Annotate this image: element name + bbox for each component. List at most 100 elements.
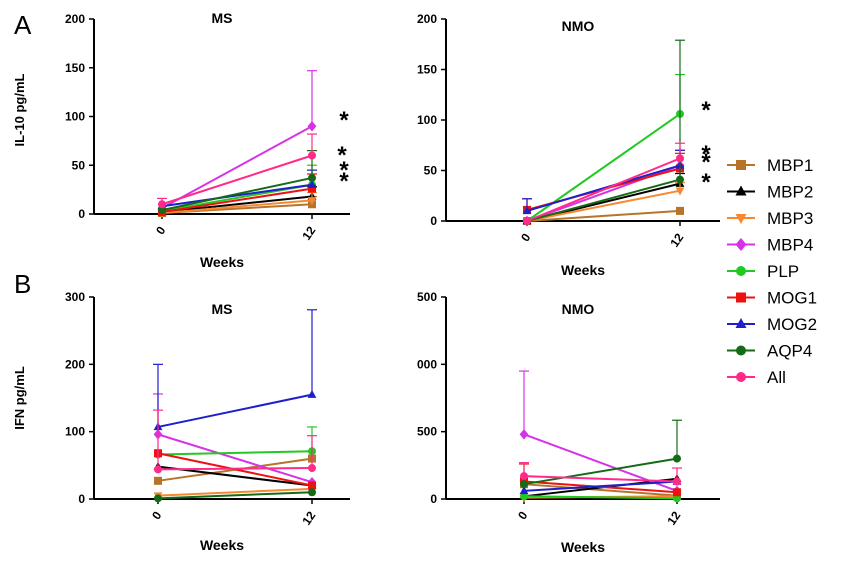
legend: MBP1 MBP2 MBP3 MBP4 PLP MOG1 MOG2 AQP4 All <box>727 156 817 387</box>
legend-label: MBP3 <box>767 209 813 228</box>
data-point <box>676 175 684 184</box>
series-plp <box>520 492 681 503</box>
x-tick-label: 12 <box>667 230 686 249</box>
data-point <box>522 206 532 215</box>
legend-marker <box>736 292 746 303</box>
legend-item-mog1: MOG1 <box>727 289 817 308</box>
series-line <box>161 187 313 214</box>
legend-marker <box>736 160 746 170</box>
data-point <box>308 481 316 490</box>
series-line <box>523 483 678 497</box>
legend-label: MBP2 <box>767 183 813 202</box>
data-point <box>308 184 316 193</box>
legend-item-mbp1: MBP1 <box>727 156 813 175</box>
y-tick-label: 200 <box>65 357 85 371</box>
data-point <box>523 217 531 225</box>
significance-star: * <box>337 142 347 169</box>
y-tick-label: 0 <box>78 492 85 506</box>
series-line <box>157 487 313 497</box>
series-line <box>526 209 681 222</box>
series-line <box>161 195 313 214</box>
data-point <box>307 197 317 206</box>
x-tick-label: 12 <box>664 508 683 527</box>
series-line <box>161 183 313 208</box>
y-axis-label: IL-10 pg/mL <box>12 73 27 146</box>
x-tick-label: 0 <box>153 223 168 237</box>
legend-item-mbp3: MBP3 <box>727 209 813 228</box>
subplot-4: 0 500 000 500 0 12 NMO Weeks <box>417 290 720 555</box>
y-tick-label: 0 <box>430 214 437 228</box>
x-tick-label: 0 <box>149 508 164 522</box>
data-point <box>307 389 317 398</box>
data-point <box>308 464 316 473</box>
y-tick-label: 150 <box>65 61 85 75</box>
x-tick-label: 0 <box>518 230 533 244</box>
series-line <box>523 457 678 486</box>
y-tick-label: 300 <box>65 290 85 304</box>
legend-item-mog2: MOG2 <box>727 315 817 334</box>
data-point <box>308 488 316 497</box>
series-line <box>161 154 313 206</box>
legend-label: All <box>767 368 786 387</box>
y-tick-label: 0 <box>78 207 85 221</box>
series-all <box>523 142 685 225</box>
y-tick-label: 200 <box>417 12 437 26</box>
data-point <box>158 200 166 209</box>
data-point <box>676 154 684 163</box>
legend-marker <box>735 318 747 328</box>
significance-star: * <box>701 141 711 168</box>
legend-item-mbp2: MBP2 <box>727 183 813 202</box>
chart-title: NMO <box>562 301 595 317</box>
x-axis-label: Weeks <box>561 539 605 555</box>
series-mog2 <box>522 149 685 215</box>
series-mbp4 <box>153 393 317 488</box>
data-point <box>673 477 681 486</box>
series-aqp4 <box>523 39 685 225</box>
chart-title: MS <box>212 10 233 26</box>
x-tick-label: 12 <box>299 508 318 527</box>
data-point <box>519 429 529 440</box>
series-line <box>523 475 678 483</box>
series-line <box>523 495 678 500</box>
series-mog2 <box>153 309 317 431</box>
legend-item-plp: PLP <box>727 262 799 281</box>
series-line <box>526 164 681 212</box>
x-axis-label: Weeks <box>200 537 244 553</box>
data-point <box>520 492 528 501</box>
y-tick-label: 200 <box>65 12 85 26</box>
y-axis-label: IFN pg/mL <box>12 366 27 430</box>
legend-item-mbp4: MBP4 <box>727 236 813 255</box>
data-point <box>520 480 528 489</box>
y-tick-label: 100 <box>417 113 437 127</box>
y-tick-label: 150 <box>417 63 437 77</box>
panel-label-b: B <box>14 269 31 299</box>
data-point <box>673 488 681 497</box>
series-line <box>161 125 313 210</box>
x-tick-label: 12 <box>299 223 318 242</box>
series-all <box>153 409 317 474</box>
series-line <box>157 491 313 500</box>
significance-star: * <box>339 107 349 134</box>
series-line <box>157 393 313 428</box>
series-all <box>519 462 682 486</box>
y-tick-label: 50 <box>424 164 438 178</box>
series-line <box>526 157 681 222</box>
significance-star: * <box>701 97 711 124</box>
data-point <box>154 494 162 503</box>
series-aqp4 <box>520 419 682 489</box>
significance-star: * <box>339 157 349 184</box>
data-point <box>519 486 529 495</box>
chart-title: NMO <box>562 18 595 34</box>
y-tick-label: 0 <box>430 492 437 506</box>
series-line <box>157 450 313 456</box>
legend-item-all: All <box>727 368 786 387</box>
y-tick-label: 100 <box>65 425 85 439</box>
y-tick-label: 000 <box>417 357 437 371</box>
series-line <box>526 178 681 222</box>
panel-label-a: A <box>14 10 32 40</box>
chart-title: MS <box>212 301 233 317</box>
y-tick-label: 500 <box>417 290 437 304</box>
series-line <box>157 467 313 471</box>
legend-label: PLP <box>767 262 799 281</box>
